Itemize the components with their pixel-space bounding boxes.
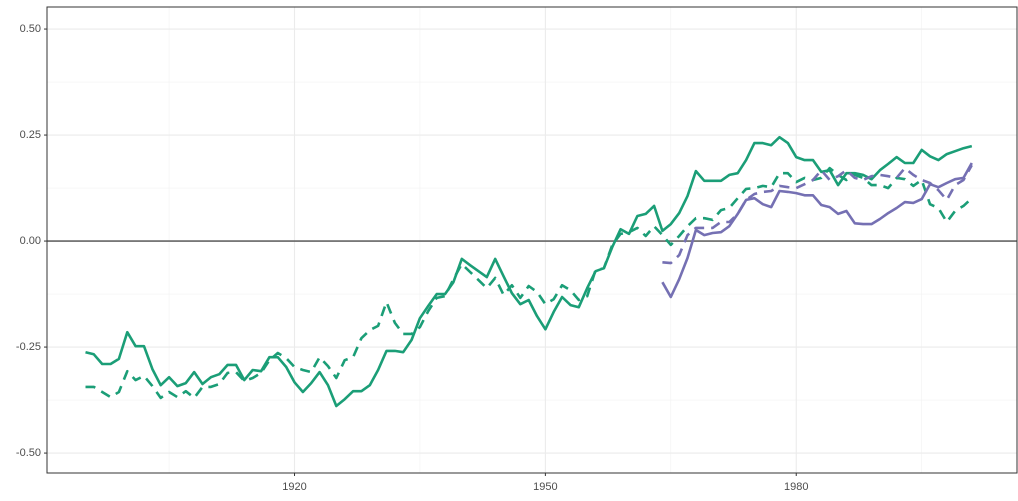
x-tick-label: 1920 [282,481,306,493]
line [85,135,973,408]
x-tick-label: 1980 [784,481,808,493]
y-tick-label: -0.25 [16,341,41,353]
y-tick-label: -0.50 [16,447,41,459]
panel-border [46,6,1018,474]
line [662,164,973,265]
y-tick-label: 0.00 [20,235,41,247]
line [661,162,973,299]
line [85,166,973,400]
x-tick-label: 1950 [533,481,557,493]
y-tick-label: 0.50 [20,23,41,35]
y-tick-label: 0.25 [20,129,41,141]
